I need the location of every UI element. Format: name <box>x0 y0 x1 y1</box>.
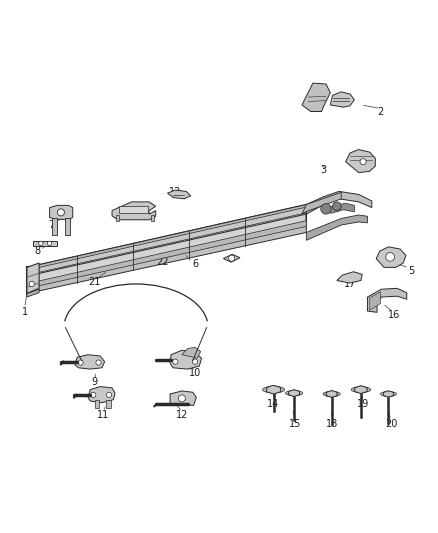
Circle shape <box>360 159 366 165</box>
Text: 14: 14 <box>268 399 280 409</box>
Text: 17: 17 <box>344 279 356 289</box>
Circle shape <box>29 281 34 287</box>
Circle shape <box>96 360 101 365</box>
Polygon shape <box>263 386 285 393</box>
Polygon shape <box>28 207 306 275</box>
Polygon shape <box>330 92 354 107</box>
Circle shape <box>332 202 341 211</box>
Polygon shape <box>346 149 375 173</box>
Text: 21: 21 <box>88 277 101 287</box>
Text: 7: 7 <box>48 220 54 230</box>
Polygon shape <box>381 392 396 397</box>
Text: 9: 9 <box>92 377 98 387</box>
Circle shape <box>47 241 52 246</box>
Circle shape <box>78 360 83 365</box>
Circle shape <box>106 392 112 398</box>
Polygon shape <box>355 386 367 393</box>
Text: 1: 1 <box>21 308 28 317</box>
Polygon shape <box>112 202 155 220</box>
Polygon shape <box>88 386 115 403</box>
Text: 6: 6 <box>192 260 198 269</box>
Polygon shape <box>65 219 70 235</box>
Polygon shape <box>267 385 280 394</box>
Polygon shape <box>75 354 105 369</box>
Polygon shape <box>351 387 371 392</box>
Text: 4: 4 <box>122 211 128 221</box>
Text: 3: 3 <box>321 165 327 175</box>
Polygon shape <box>27 205 306 286</box>
Circle shape <box>192 359 198 364</box>
Polygon shape <box>355 386 367 393</box>
Text: 2: 2 <box>378 107 384 117</box>
Text: 10: 10 <box>189 368 201 378</box>
Polygon shape <box>286 391 303 395</box>
Polygon shape <box>302 83 330 111</box>
Polygon shape <box>182 348 201 358</box>
Polygon shape <box>170 350 201 369</box>
Text: 22: 22 <box>156 257 169 267</box>
Circle shape <box>229 255 235 261</box>
Circle shape <box>321 204 331 214</box>
Text: 5: 5 <box>408 266 414 276</box>
Polygon shape <box>167 190 191 199</box>
Circle shape <box>386 253 395 261</box>
Polygon shape <box>49 205 73 220</box>
Polygon shape <box>376 247 406 268</box>
Text: 8: 8 <box>35 246 41 256</box>
Polygon shape <box>27 289 39 297</box>
Text: 20: 20 <box>385 419 398 429</box>
Circle shape <box>178 395 185 402</box>
Text: 18: 18 <box>326 419 339 429</box>
Polygon shape <box>106 400 111 408</box>
Text: 11: 11 <box>97 410 110 420</box>
Circle shape <box>91 392 96 398</box>
Polygon shape <box>267 385 280 394</box>
Polygon shape <box>27 223 306 294</box>
Polygon shape <box>33 241 57 246</box>
Polygon shape <box>384 391 393 397</box>
Polygon shape <box>370 292 381 310</box>
Polygon shape <box>52 219 57 235</box>
Text: 12: 12 <box>176 410 188 420</box>
Polygon shape <box>384 391 393 397</box>
Polygon shape <box>337 272 362 283</box>
Text: 15: 15 <box>289 419 302 429</box>
Circle shape <box>57 209 64 216</box>
Polygon shape <box>116 215 119 221</box>
Polygon shape <box>120 206 148 213</box>
Polygon shape <box>223 254 240 262</box>
Polygon shape <box>27 205 306 276</box>
Circle shape <box>173 359 178 364</box>
Polygon shape <box>326 391 337 398</box>
Polygon shape <box>151 215 154 221</box>
Polygon shape <box>170 391 196 405</box>
Polygon shape <box>289 390 300 397</box>
Text: 19: 19 <box>357 399 369 409</box>
Polygon shape <box>367 288 407 312</box>
Polygon shape <box>321 203 354 213</box>
Polygon shape <box>95 400 99 408</box>
Polygon shape <box>323 391 340 397</box>
Text: 16: 16 <box>388 310 400 319</box>
Polygon shape <box>306 215 367 240</box>
Circle shape <box>39 241 43 246</box>
Polygon shape <box>28 221 306 288</box>
Polygon shape <box>306 191 372 223</box>
Polygon shape <box>326 391 337 398</box>
Polygon shape <box>289 390 300 397</box>
Polygon shape <box>302 192 341 214</box>
Text: 13: 13 <box>169 187 181 197</box>
Polygon shape <box>27 263 39 294</box>
